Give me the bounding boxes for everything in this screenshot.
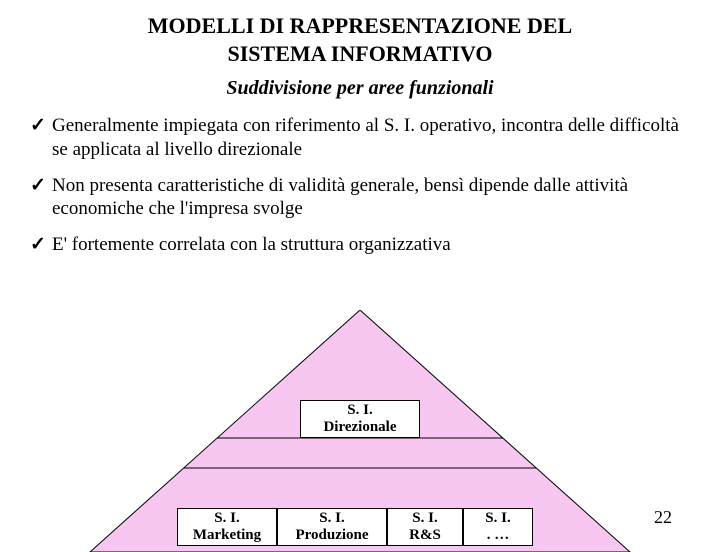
page-subtitle: Suddivisione per aree funzionali — [0, 77, 720, 100]
box-label: S. I. — [485, 510, 510, 527]
bullet-text: Non presenta caratteristiche di validità… — [52, 175, 628, 220]
box-label: . … — [487, 527, 510, 544]
box-label: Produzione — [295, 527, 368, 544]
check-icon: ✓ — [30, 233, 46, 257]
box-label: S. I. — [412, 510, 437, 527]
check-icon: ✓ — [30, 114, 46, 138]
pyramid-bottom-box: S. I. . … — [463, 508, 533, 546]
bullet-item: ✓ E' fortemente correlata con la struttu… — [30, 233, 690, 257]
title-line-2: SISTEMA INFORMATIVO — [227, 41, 492, 66]
box-label: S. I. — [319, 510, 344, 527]
pyramid-top-box: S. I. Direzionale — [300, 400, 420, 438]
box-label: R&S — [409, 527, 441, 544]
box-label: Direzionale — [323, 419, 396, 436]
page-title: MODELLI DI RAPPRESENTAZIONE DEL SISTEMA … — [0, 12, 720, 67]
title-line-1: MODELLI DI RAPPRESENTAZIONE DEL — [148, 13, 572, 38]
bullet-list: ✓ Generalmente impiegata con riferimento… — [30, 114, 690, 257]
pyramid-bottom-box: S. I. Marketing — [177, 508, 277, 546]
box-label: S. I. — [347, 402, 372, 419]
bullet-text: Generalmente impiegata con riferimento a… — [52, 115, 679, 160]
pyramid-bottom-box: S. I. Produzione — [277, 508, 387, 546]
bullet-item: ✓ Non presenta caratteristiche di validi… — [30, 174, 690, 222]
pyramid-bottom-box: S. I. R&S — [387, 508, 463, 546]
bullet-item: ✓ Generalmente impiegata con riferimento… — [30, 114, 690, 162]
bullet-text: E' fortemente correlata con la struttura… — [52, 234, 451, 255]
pyramid-diagram: S. I. Direzionale S. I. Marketing S. I. … — [0, 310, 720, 552]
page-number: 22 — [654, 507, 672, 528]
check-icon: ✓ — [30, 174, 46, 198]
box-label: Marketing — [193, 527, 261, 544]
box-label: S. I. — [214, 510, 239, 527]
